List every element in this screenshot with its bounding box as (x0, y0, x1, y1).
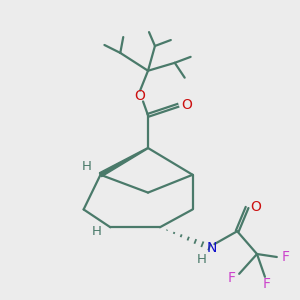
Text: F: F (227, 271, 235, 285)
Text: F: F (282, 250, 290, 264)
Polygon shape (99, 148, 148, 177)
Text: H: H (92, 225, 101, 238)
Text: N: N (206, 241, 217, 255)
Text: H: H (82, 160, 92, 173)
Text: O: O (250, 200, 261, 214)
Text: F: F (263, 277, 271, 291)
Text: H: H (196, 254, 206, 266)
Text: O: O (181, 98, 192, 112)
Text: O: O (135, 89, 146, 103)
